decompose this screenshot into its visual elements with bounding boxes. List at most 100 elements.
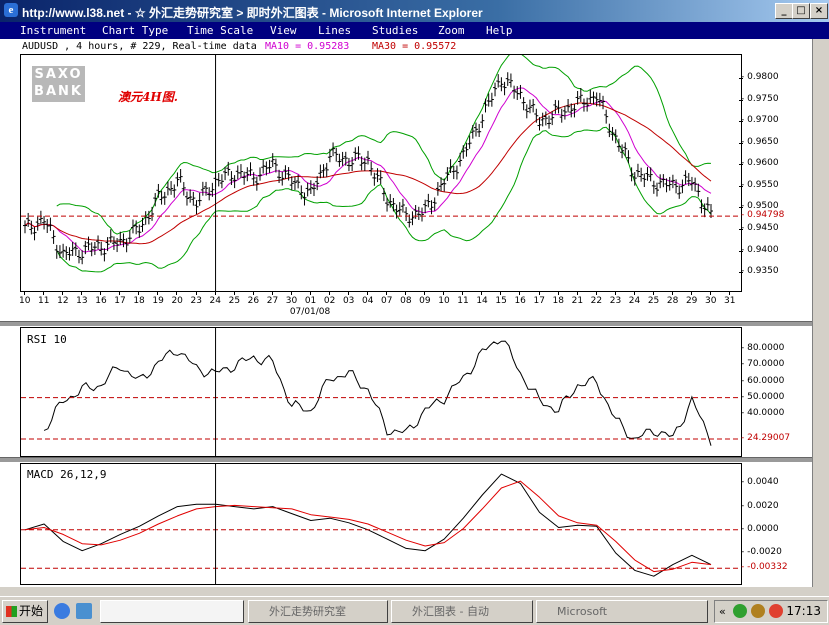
bollinger-upper — [56, 50, 711, 235]
price-y-tick-mark — [739, 99, 743, 101]
macd-chart — [21, 464, 741, 584]
x-tick-label: 30 — [705, 296, 717, 306]
x-tick-mark — [710, 292, 711, 295]
price-y-axis: - 0.9800 - 0.9750 - 0.9700 - 0.9650 - 0.9600… — [739, 54, 811, 292]
maximize-button[interactable]: □ — [792, 3, 810, 19]
rsi-reference-label: - 24.29007 — [741, 433, 791, 444]
chart-annotation: 澳元4H图. — [118, 90, 178, 104]
rsi-y-tick-label: - 50.0000 — [741, 391, 785, 402]
price-y-tick-mark — [739, 229, 743, 230]
menu-chart-type[interactable]: Chart Type — [102, 24, 169, 37]
start-button[interactable]: 开始 — [2, 600, 48, 623]
x-tick-mark — [633, 292, 635, 295]
x-tick-mark — [252, 292, 254, 295]
x-tick-mark — [233, 292, 235, 295]
task-button-3[interactable]: 外汇图表 - 自动 — [391, 600, 533, 623]
panel-divider-2[interactable] — [0, 457, 812, 462]
x-tick-label: 07 — [381, 296, 393, 306]
windows-flag-icon — [6, 606, 17, 617]
vertical-scrollbar[interactable] — [812, 39, 829, 587]
x-tick-label: 01 — [304, 296, 317, 306]
ma30-readout: MA30 = 0.95572 — [372, 41, 457, 52]
x-tick-mark — [671, 292, 673, 295]
tray-volume-icon[interactable] — [751, 604, 765, 618]
x-tick-label: 14 — [476, 296, 488, 306]
x-tick-label: 29 — [685, 296, 698, 306]
x-tick-mark — [195, 292, 197, 295]
x-tick-mark — [271, 292, 273, 295]
x-tick-label: 08 — [400, 296, 412, 306]
x-tick-mark — [290, 292, 292, 295]
macd-panel[interactable]: MACD 26,12,9 — [20, 463, 742, 585]
x-tick-mark — [119, 292, 121, 295]
x-tick-mark — [367, 292, 368, 295]
x-tick-label: 17 — [533, 296, 545, 306]
x-tick-mark — [481, 292, 483, 295]
x-tick-label: 20 — [171, 296, 183, 306]
tray-chevron-icon[interactable]: « — [719, 605, 726, 618]
task-label-3: 外汇图表 - 自动 — [412, 605, 489, 618]
tray-qq-icon[interactable] — [769, 604, 783, 618]
price-y-tick-label: - 0.9550 — [741, 179, 779, 190]
explorer-quicklaunch-icon[interactable] — [76, 603, 92, 619]
x-tick-label: 04 — [362, 296, 374, 306]
symbol-info: AUDUSD , 4 hours, # 229, Real-time data — [22, 41, 257, 52]
x-tick-mark — [176, 292, 178, 295]
x-tick-mark — [500, 292, 502, 295]
menu-time-scale[interactable]: Time Scale — [187, 24, 254, 37]
task-label-4: Microsoft — [557, 605, 608, 618]
x-tick-label: 22 — [590, 296, 603, 306]
x-tick-label: 11 — [457, 296, 469, 306]
x-date-label: 07/01/08 — [289, 307, 331, 317]
x-tick-mark — [100, 292, 102, 295]
x-tick-mark — [138, 292, 140, 295]
menu-view[interactable]: View — [270, 24, 297, 37]
x-tick-label: 30 — [285, 296, 298, 306]
panel-divider[interactable] — [0, 321, 812, 326]
rsi-panel[interactable]: RSI 10 — [20, 327, 742, 457]
macd-y-tick-label: - 0.0020 — [741, 500, 779, 511]
x-tick-label: 19 — [152, 296, 164, 306]
rsi-title: RSI 10 — [27, 333, 67, 346]
menu-instrument[interactable]: Instrument — [20, 24, 87, 37]
task-button-2[interactable]: 外汇走势研究室 — [248, 600, 388, 623]
task-button-1[interactable] — [100, 600, 244, 623]
macd-line — [24, 473, 712, 577]
x-tick-mark — [443, 292, 445, 295]
price-panel[interactable]: SAXO BANK 澳元4H图. — [20, 50, 742, 292]
task-button-4[interactable]: Microsoft — [536, 600, 708, 623]
menu-studies[interactable]: Studies — [372, 24, 419, 37]
price-y-tick-mark — [739, 272, 743, 274]
price-y-tick-mark — [739, 142, 743, 144]
ie-quicklaunch-icon[interactable] — [54, 603, 70, 619]
menu-lines[interactable]: Lines — [318, 24, 352, 37]
ma10-readout: MA10 = 0.95283 — [265, 41, 350, 52]
applet-menubar: Instrument Chart Type Time Scale View Li… — [0, 22, 829, 39]
rsi-chart — [21, 328, 741, 456]
close-button[interactable]: × — [810, 3, 828, 19]
x-tick-mark — [214, 292, 216, 295]
price-y-tick-mark — [739, 164, 743, 166]
price-y-tick-label: - 0.9600 — [741, 158, 779, 169]
x-tick-mark — [538, 292, 540, 295]
rsi-y-axis: - 80.0000 - 70.0000 - 60.0000 - 50.0000 - 40… — [741, 327, 811, 457]
x-tick-mark — [652, 292, 654, 295]
x-tick-mark — [347, 292, 349, 295]
chart-info-bar: AUDUSD , 4 hours, # 229, Real-time data … — [0, 39, 829, 54]
minimize-button[interactable]: _ — [775, 3, 793, 19]
system-tray: « 17:13 — [714, 600, 828, 623]
menu-zoom[interactable]: Zoom — [438, 24, 465, 37]
rsi-y-tick-label: - 40.0000 — [741, 407, 785, 418]
x-tick-label: 27 — [266, 296, 279, 306]
price-y-tick-label: - 0.9700 — [741, 115, 779, 126]
price-y-tick-mark — [739, 78, 743, 80]
tray-network-icon[interactable] — [733, 604, 747, 618]
x-tick-label: 17 — [114, 296, 126, 306]
menu-help[interactable]: Help — [486, 24, 513, 37]
x-tick-label: 11 — [38, 296, 50, 306]
x-tick-label: 26 — [247, 296, 260, 306]
macd-y-tick-label: - 0.0040 — [741, 477, 779, 488]
x-tick-label: 31 — [724, 296, 736, 306]
x-tick-label: 21 — [571, 296, 584, 306]
macd-signal-line — [24, 480, 712, 573]
